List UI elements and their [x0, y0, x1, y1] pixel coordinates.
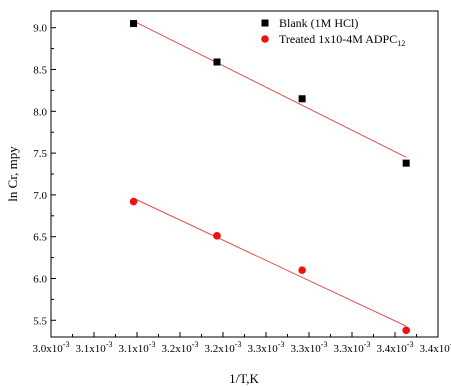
x-tick-label-mantissa: 3.1x10: [76, 343, 107, 355]
y-tick-label-1: 6.0: [33, 273, 47, 285]
point-series-1-1: [213, 232, 221, 240]
x-tick-label-exponent: -3: [450, 340, 451, 349]
x-tick-label-mantissa: 3.2x10: [162, 343, 193, 355]
point-series-0-1: [213, 58, 221, 66]
x-tick-label-3: 3.2x10-3: [162, 340, 199, 355]
legend-label-treated: Treated 1x10-4M ADPC12: [279, 32, 405, 48]
legend-label-blank: Blank (1M HCl): [279, 16, 358, 30]
y-tick-label-6: 8.5: [33, 65, 47, 77]
y-axis-label: ln Cr, mpy: [5, 146, 20, 202]
x-tick-label-exponent: -3: [149, 340, 156, 349]
y-tick-label-3: 7.0: [33, 190, 47, 202]
x-tick-label-mantissa: 3.0x10: [33, 343, 64, 355]
legend-label-treated-main: Treated 1x10-4M ADPC: [279, 32, 397, 46]
legend-label-treated-subscript: 12: [397, 39, 405, 48]
x-axis-label: 1/T,K: [229, 371, 259, 386]
fit-line-series-1: [133, 197, 407, 327]
legend-marker-treated: [261, 35, 269, 43]
x-tick-label-exponent: -3: [407, 340, 414, 349]
x-tick-label-mantissa: 3.2x10: [205, 343, 236, 355]
x-tick-label-mantissa: 3.3x10: [291, 343, 322, 355]
x-tick-label-5: 3.3x10-3: [248, 340, 285, 355]
x-tick-label-exponent: -3: [192, 340, 199, 349]
legend-marker-blank: [261, 19, 269, 27]
x-tick-label-mantissa: 3.3x10: [248, 343, 279, 355]
fit-lines: [133, 20, 407, 327]
x-tick-label-exponent: -3: [106, 340, 113, 349]
x-tick-label-mantissa: 3.4x10: [420, 343, 451, 355]
x-tick-label-9: 3.4x10-3: [420, 340, 451, 355]
x-tick-label-mantissa: 3.1x10: [119, 343, 150, 355]
x-tick-label-1: 3.1x10-3: [76, 340, 113, 355]
data-points: [129, 20, 410, 335]
point-series-0-2: [298, 95, 306, 103]
y-tick-label-2: 6.5: [33, 232, 47, 244]
point-series-0-3: [402, 159, 410, 167]
y-tick-label-7: 9.0: [33, 23, 47, 35]
point-series-0-0: [130, 20, 138, 28]
x-tick-label-8: 3.4x10-3: [377, 340, 414, 355]
point-series-1-0: [129, 197, 138, 206]
x-tick-label-exponent: -3: [321, 340, 328, 349]
x-tick-label-4: 3.2x10-3: [205, 340, 242, 355]
x-tick-label-0: 3.0x10-3: [33, 340, 70, 355]
point-series-1-3: [402, 326, 410, 335]
x-tick-label-2: 3.1x10-3: [119, 340, 156, 355]
y-axis-ticks: 5.5 6.0 6.5 7.0 7.5 8.0 8.5 9.0: [33, 23, 56, 327]
x-tick-label-mantissa: 3.4x10: [377, 343, 408, 355]
x-tick-label-exponent: -3: [278, 340, 285, 349]
y-tick-label-0: 5.5: [33, 315, 47, 327]
x-tick-label-7: 3.3x10-3: [334, 340, 371, 355]
y-tick-label-4: 7.5: [33, 148, 47, 160]
point-series-1-2: [298, 266, 306, 274]
x-tick-label-exponent: -3: [364, 340, 371, 349]
y-tick-label-5: 8.0: [33, 106, 47, 118]
x-tick-label-mantissa: 3.3x10: [334, 343, 365, 355]
x-tick-label-exponent: -3: [63, 340, 70, 349]
x-axis-ticks: 3.0x10-3 3.1x10-3 3.1x10-3 3.2x10-3 3.2x10-3…: [33, 332, 451, 355]
fit-line-series-0: [133, 20, 407, 158]
x-tick-label-exponent: -3: [235, 340, 242, 349]
plot-frame: [50, 10, 439, 338]
legend: Blank (1M HCl) Treated 1x10-4M ADPC12: [261, 16, 405, 48]
x-tick-label-6: 3.3x10-3: [291, 340, 328, 355]
